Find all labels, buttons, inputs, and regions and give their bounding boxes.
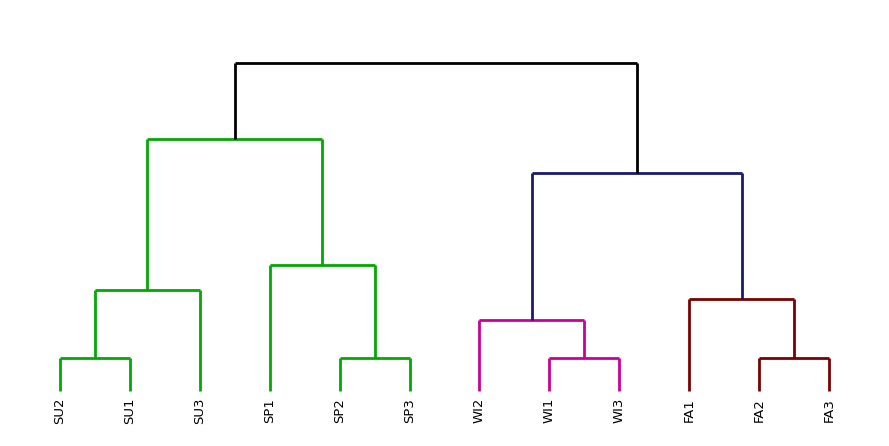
Text: SU3: SU3 xyxy=(194,398,206,424)
Text: SP1: SP1 xyxy=(263,398,276,422)
Text: FA2: FA2 xyxy=(752,398,765,421)
Text: SU1: SU1 xyxy=(124,398,137,424)
Text: WI3: WI3 xyxy=(613,398,626,423)
Text: SU2: SU2 xyxy=(53,398,67,424)
Text: WI2: WI2 xyxy=(473,398,486,423)
Text: WI1: WI1 xyxy=(543,398,556,423)
Text: FA1: FA1 xyxy=(683,398,695,421)
Text: SP3: SP3 xyxy=(403,398,416,422)
Text: SP2: SP2 xyxy=(333,398,346,422)
Text: FA3: FA3 xyxy=(822,398,836,421)
